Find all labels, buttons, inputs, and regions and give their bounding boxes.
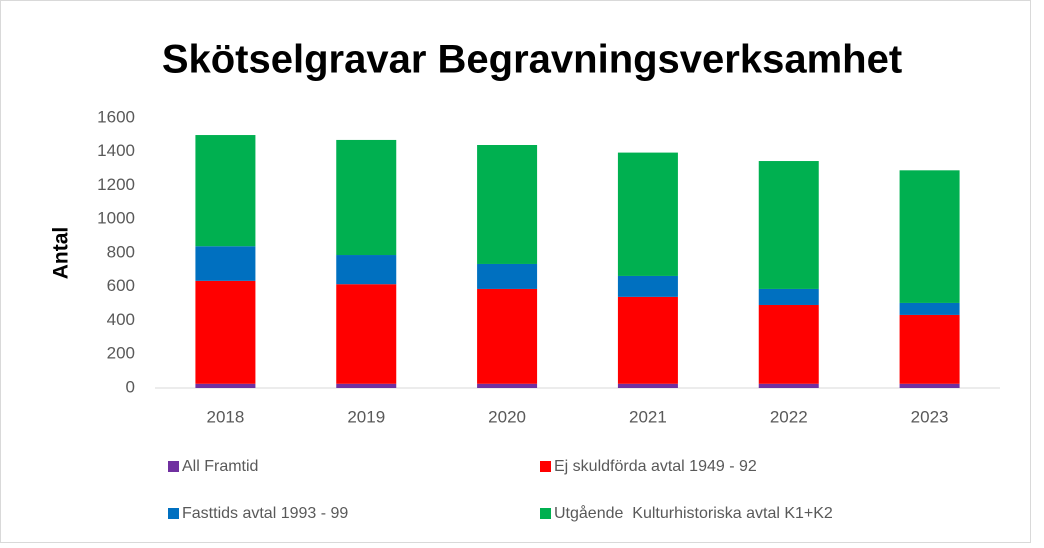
legend-label: Fasttids avtal 1993 - 99: [182, 505, 348, 522]
bar-segment: [758, 288, 819, 305]
y-tick-label: 1600: [97, 107, 135, 126]
bar-segment: [617, 152, 678, 276]
bar-segment: [617, 275, 678, 297]
bar-segment: [195, 383, 256, 388]
bar-segment: [899, 302, 960, 315]
bar-segment: [899, 383, 960, 388]
bar-segment: [195, 246, 256, 281]
x-tick-label: 2023: [911, 407, 949, 426]
bar-segment: [477, 145, 538, 264]
bar-segment: [336, 383, 397, 388]
y-axis-label: Antal: [50, 227, 73, 280]
bar-segment: [477, 288, 538, 384]
bar-segment: [336, 255, 397, 285]
bar-segment: [899, 170, 960, 303]
legend-swatch: [168, 508, 179, 519]
bar-segment: [617, 383, 678, 388]
legend-label: All Framtid: [182, 458, 258, 475]
legend-swatch: [540, 508, 551, 519]
y-tick-label: 200: [107, 344, 135, 363]
x-tick-label: 2022: [770, 407, 808, 426]
bar-segment: [477, 383, 538, 388]
y-tick-label: 800: [107, 242, 135, 261]
x-tick-label: 2021: [629, 407, 667, 426]
x-tick-label: 2019: [347, 407, 385, 426]
bar-segment: [899, 314, 960, 384]
bar-segment: [758, 383, 819, 388]
chart-title: Skötselgravar Begravningsverksamhet: [162, 38, 902, 82]
bar-segment: [617, 296, 678, 384]
bar-segment: [477, 263, 538, 289]
bar-segment: [758, 304, 819, 384]
bar-segment: [336, 284, 397, 384]
y-tick-label: 1000: [97, 209, 135, 228]
bar-segment: [195, 280, 256, 384]
y-tick-label: 0: [126, 377, 135, 396]
legend-label: Utgående Kulturhistoriska avtal K1+K2: [554, 504, 833, 522]
y-tick-label: 600: [107, 276, 135, 295]
legend-swatch: [168, 461, 179, 472]
x-tick-label: 2020: [488, 407, 526, 426]
bar-segment: [336, 139, 397, 256]
y-tick-label: 1200: [97, 175, 135, 194]
y-tick-label: 1400: [97, 141, 135, 160]
legend-label: Ej skuldförda avtal 1949 - 92: [554, 458, 757, 475]
x-tick-label: 2018: [207, 407, 245, 426]
bar-segment: [195, 135, 256, 247]
bar-segment: [758, 161, 819, 289]
legend-swatch: [540, 461, 551, 472]
y-tick-label: 400: [107, 310, 135, 329]
